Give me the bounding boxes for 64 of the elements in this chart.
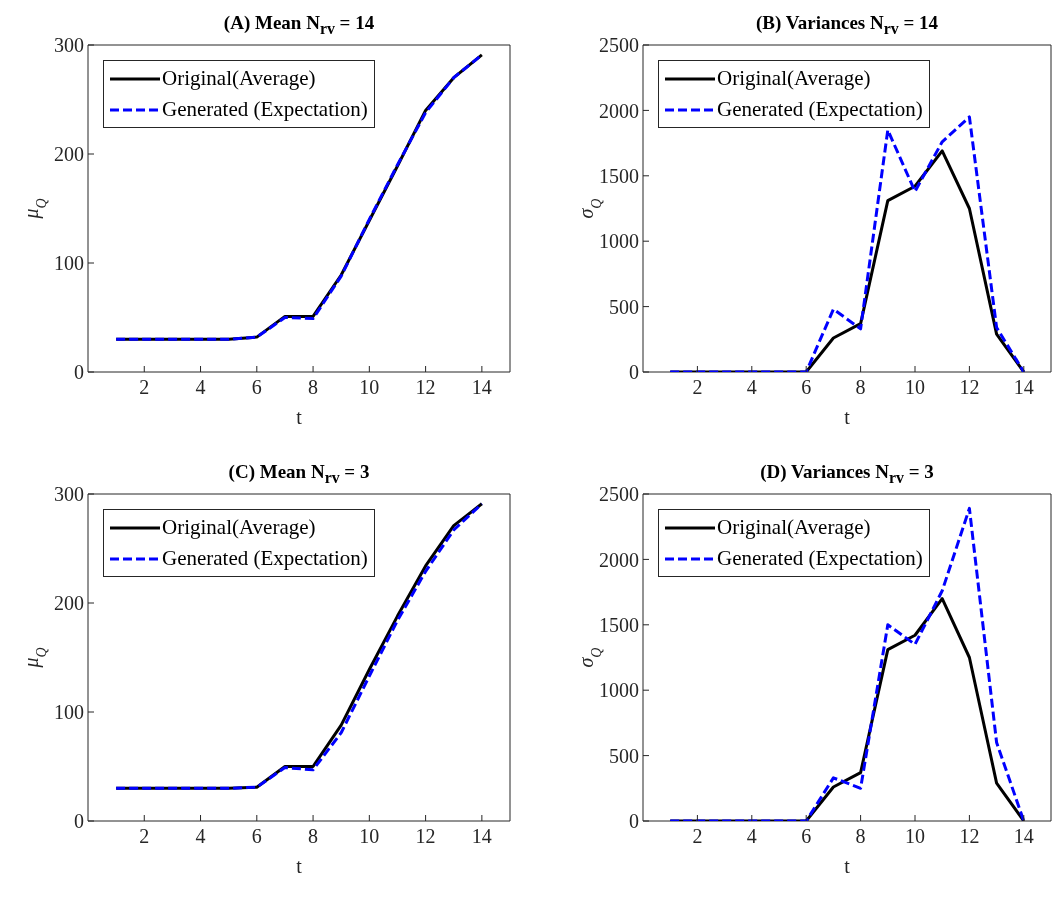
x-tick-label: 6 [801, 376, 812, 399]
y-tick-label: 500 [609, 744, 639, 767]
x-tick-label: 10 [905, 376, 925, 399]
y-tick-label: 1000 [599, 230, 639, 253]
x-tick-label: 4 [195, 825, 206, 848]
x-axis-title: t [844, 855, 851, 877]
y-tick-label: 2500 [599, 34, 639, 57]
chart-title: (C) Mean N$_{rv}$ = 3 [228, 461, 370, 486]
x-tick-label: 6 [251, 376, 262, 399]
x-tick-label: 2 [139, 376, 150, 399]
y-tick-label: 100 [54, 701, 84, 724]
x-tick-label: 14 [1013, 825, 1034, 848]
y-tick-label: 200 [54, 592, 84, 615]
y-tick-label: 1500 [599, 613, 639, 636]
chart-title: (D) Variances N$_{rv}$ = 3 [760, 461, 934, 486]
y-tick-label: 0 [74, 810, 84, 833]
x-tick-label: 4 [746, 376, 757, 399]
x-axis-title: t [844, 406, 851, 428]
legend-label: Original(Average) [717, 65, 871, 92]
y-tick-label: 2000 [599, 99, 639, 122]
x-tick-label: 10 [905, 825, 925, 848]
chart-title: (B) Variances N$_{rv}$ = 14 [755, 12, 938, 37]
x-tick-label: 14 [471, 376, 492, 399]
x-tick-label: 8 [855, 376, 866, 399]
x-axis-title: t [296, 855, 303, 877]
x-tick-label: 8 [308, 376, 319, 399]
y-tick-label: 500 [609, 295, 639, 318]
x-tick-label: 6 [251, 825, 262, 848]
y-tick-label: 2000 [599, 548, 639, 571]
x-tick-label: 12 [415, 376, 436, 399]
y-tick-label: 100 [54, 252, 84, 275]
x-tick-label: 12 [959, 825, 980, 848]
y-tick-label: 1000 [599, 679, 639, 702]
x-tick-label: 12 [959, 376, 980, 399]
legend-label: Original(Average) [162, 514, 316, 541]
x-tick-label: 10 [359, 376, 380, 399]
x-tick-label: 14 [1013, 376, 1034, 399]
x-tick-label: 8 [308, 825, 319, 848]
y-tick-label: 200 [54, 143, 84, 166]
x-tick-label: 2 [139, 825, 150, 848]
y-tick-label: 300 [54, 483, 84, 506]
legend-label: Generated (Expectation) [162, 96, 368, 123]
legend-label: Original(Average) [717, 514, 871, 541]
x-tick-label: 10 [359, 825, 380, 848]
x-tick-label: 2 [692, 825, 703, 848]
y-tick-label: 300 [54, 34, 84, 57]
x-tick-label: 4 [746, 825, 757, 848]
y-tick-label: 1500 [599, 164, 639, 187]
y-tick-label: 2500 [599, 483, 639, 506]
chart-title: (A) Mean N$_{rv}$ = 14 [223, 12, 375, 37]
legend-label: Generated (Expectation) [717, 96, 923, 123]
legend-label: Generated (Expectation) [717, 545, 923, 572]
x-tick-label: 14 [471, 825, 492, 848]
legend-label: Original(Average) [162, 65, 316, 92]
x-tick-label: 4 [195, 376, 206, 399]
y-tick-label: 0 [629, 361, 639, 384]
x-tick-label: 6 [801, 825, 812, 848]
y-tick-label: 0 [74, 361, 84, 384]
legend-label: Generated (Expectation) [162, 545, 368, 572]
x-tick-label: 8 [855, 825, 866, 848]
x-tick-label: 12 [415, 825, 436, 848]
y-tick-label: 0 [629, 810, 639, 833]
x-tick-label: 2 [692, 376, 703, 399]
x-axis-title: t [296, 406, 303, 428]
